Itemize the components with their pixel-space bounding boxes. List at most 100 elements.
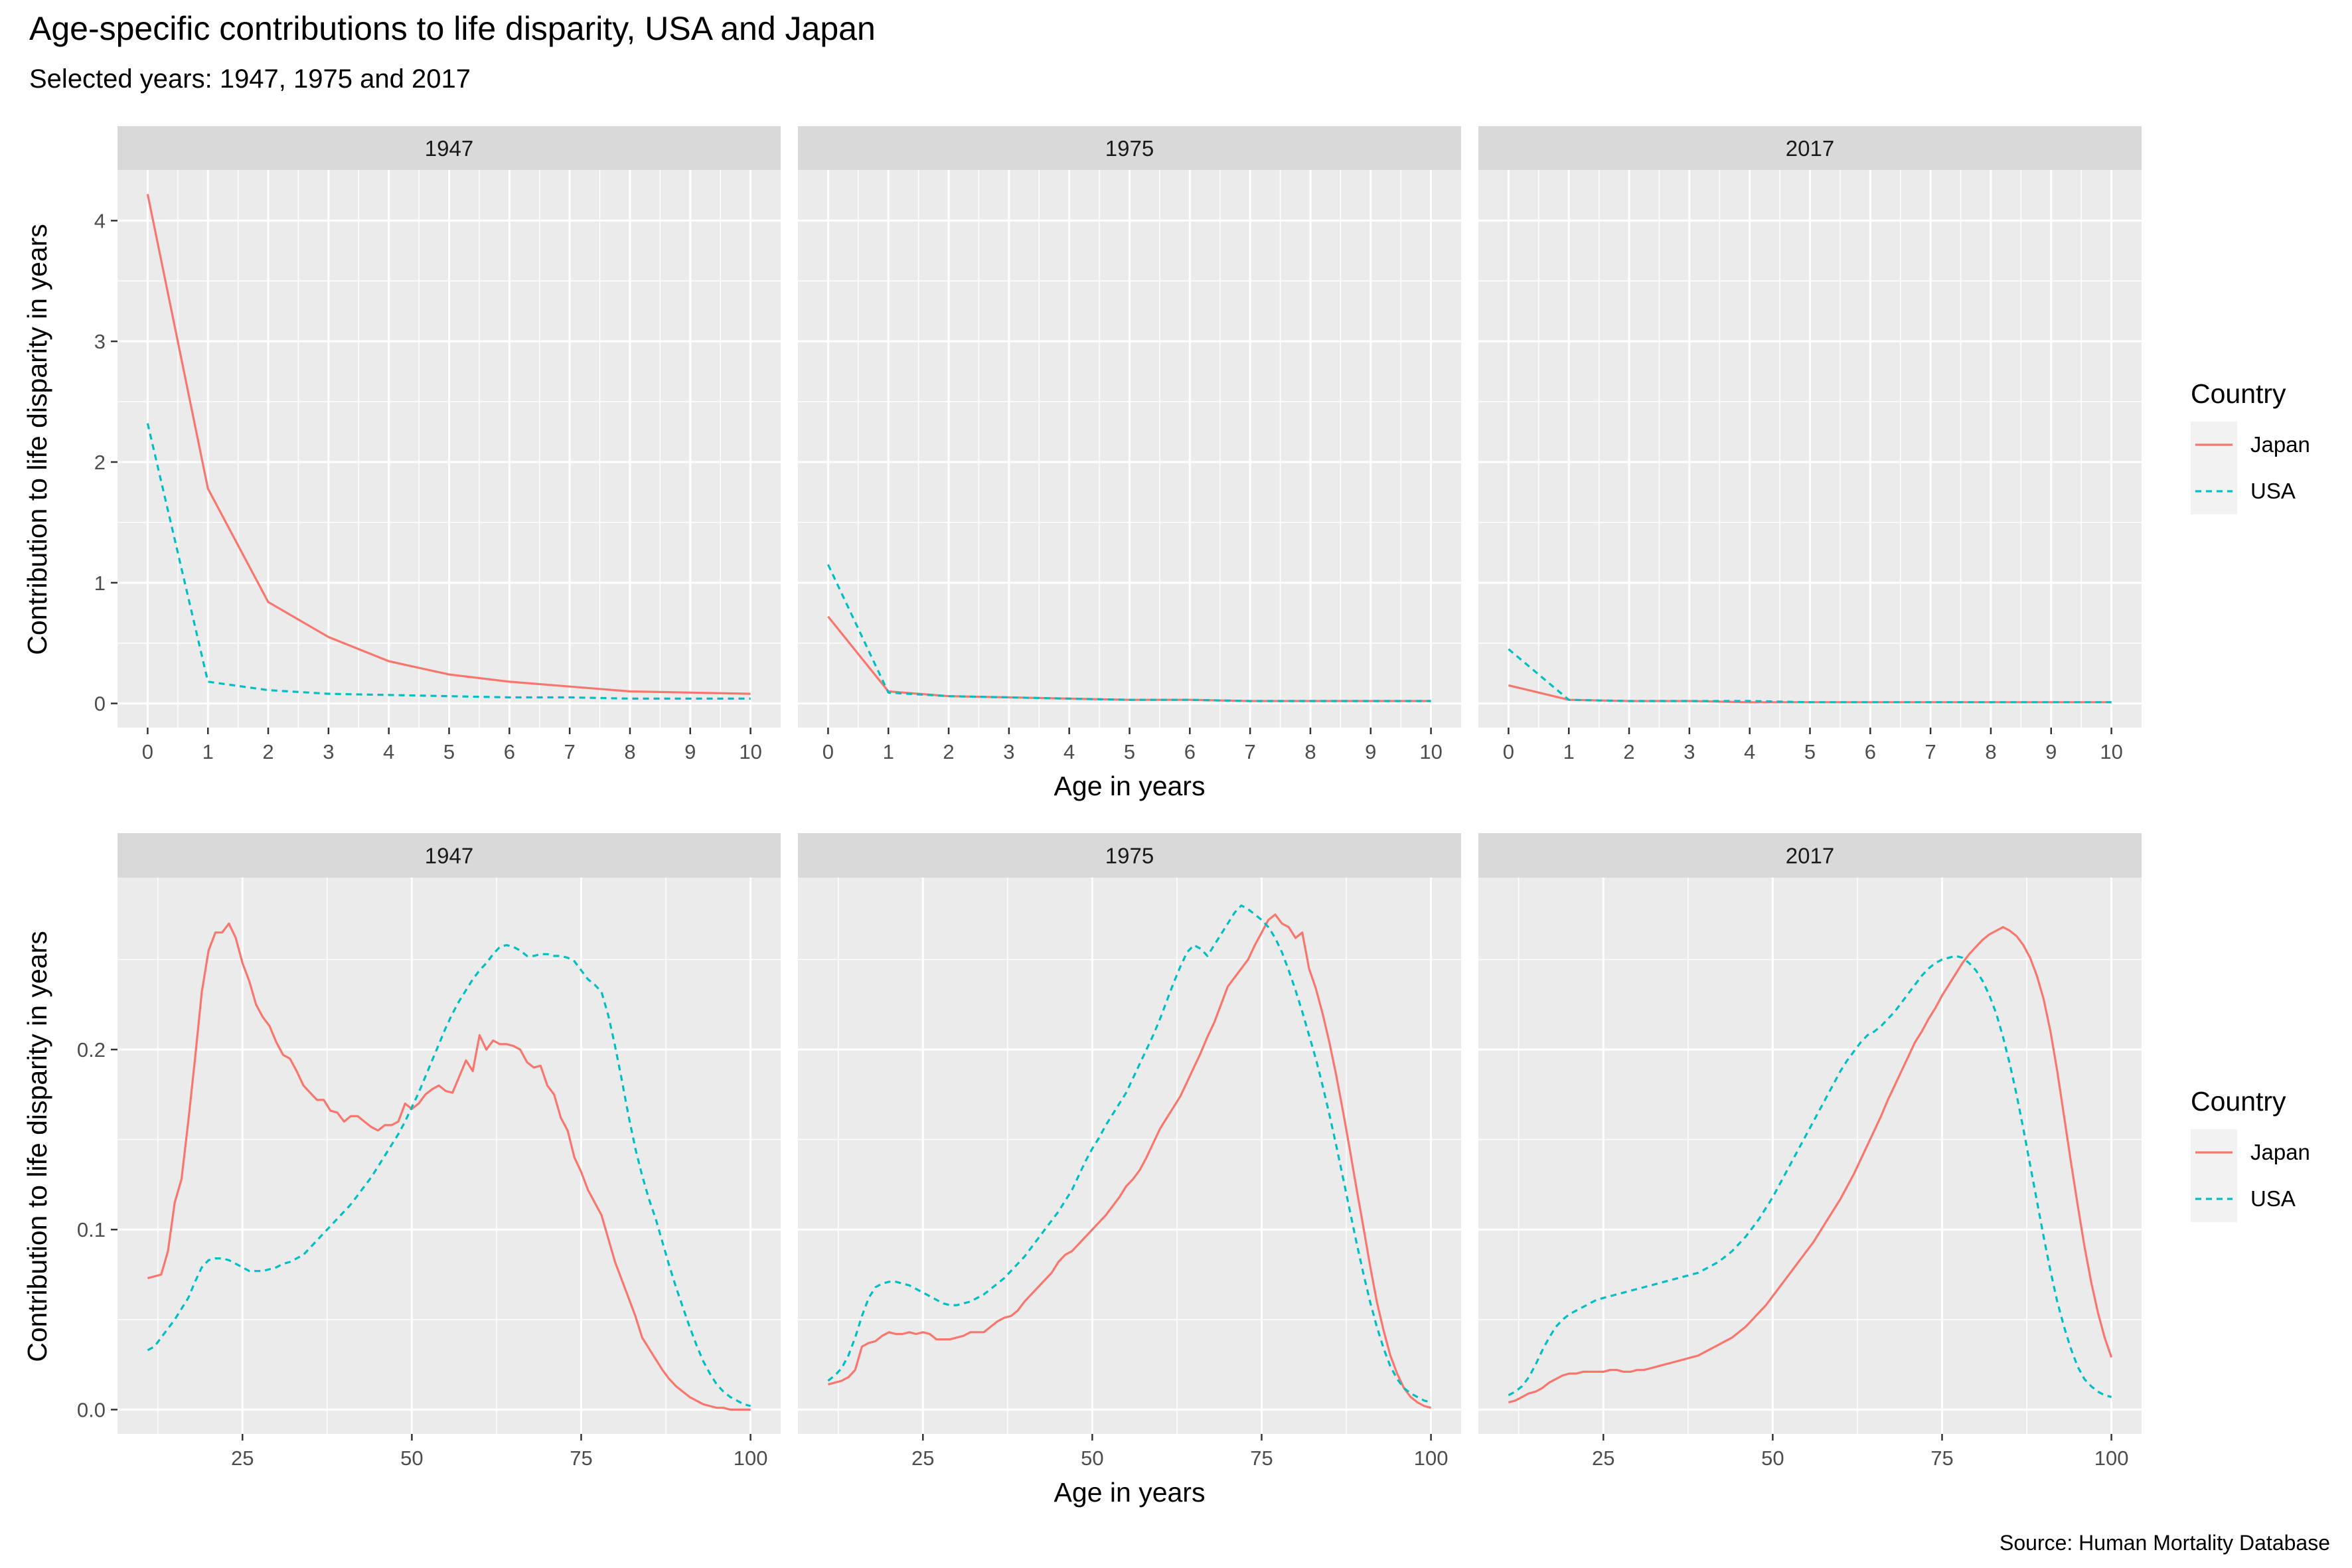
facet-strip (798, 126, 1461, 170)
gridlines (1478, 170, 2142, 728)
facet-strip (1478, 833, 2142, 878)
facet-strip-label: 1947 (425, 844, 473, 868)
x-tick-label: 10 (739, 740, 761, 763)
y-tick-label: 0.0 (77, 1398, 106, 1421)
facet-strip-label: 2017 (1786, 844, 1834, 868)
y-axis-title: Contribution to life disparity in years (22, 931, 52, 1362)
x-tick-label: 50 (1081, 1447, 1103, 1470)
panel-bottom-1975: 1975 25 50 75 100 (798, 833, 1461, 1470)
series-line-usa (1508, 955, 2112, 1398)
x-tick-label: 9 (2045, 740, 2057, 763)
x-tick-label: 6 (504, 740, 515, 763)
x-tick-label: 9 (684, 740, 696, 763)
caption: Source: Human Mortality Database (1999, 1531, 2330, 1555)
facet-strip-label: 1975 (1105, 844, 1154, 868)
x-tick-label: 25 (231, 1447, 254, 1470)
series-line-japan (146, 194, 751, 695)
x-tick-label: 75 (570, 1447, 592, 1470)
y-tick-label: 0 (94, 692, 106, 716)
x-tick-label: 100 (734, 1447, 768, 1470)
y-tick-label: 0.1 (77, 1218, 106, 1241)
facet-strip-label: 1975 (1105, 136, 1154, 161)
series-line-usa (827, 904, 1432, 1404)
legends: Country Japan USA Country Japan USA (2191, 378, 2310, 1222)
x-tick-label: 6 (1865, 740, 1876, 763)
legend-bottom: Country Japan USA (2191, 1086, 2310, 1222)
series-line-japan (827, 913, 1432, 1409)
y-tick-label: 3 (94, 330, 106, 353)
panel-top-1975: 1975 0 1 2 3 4 5 6 7 8 9 10 (798, 126, 1461, 763)
x-tick-label: 1 (883, 740, 894, 763)
x-tick-label: 4 (383, 740, 394, 763)
panel-top-2017: 2017 0 1 2 3 4 5 6 7 8 9 10 (1478, 126, 2142, 763)
x-tick-label: 3 (323, 740, 334, 763)
legend-label: USA (2250, 1186, 2296, 1211)
legend-top: Country Japan USA (2191, 378, 2310, 514)
panel-background (798, 878, 1461, 1434)
y-tick-label: 1 (94, 572, 106, 595)
x-tick-label: 6 (1184, 740, 1196, 763)
facet-strip-label: 2017 (1786, 136, 1834, 161)
x-tick-label: 1 (202, 740, 214, 763)
y-tick-label: 4 (94, 209, 106, 232)
x-tick-label: 25 (1592, 1447, 1614, 1470)
series-line-usa (1508, 648, 2112, 704)
facet-strip (1478, 126, 2142, 170)
x-tick-label: 5 (1124, 740, 1135, 763)
x-tick-label: 10 (1419, 740, 1442, 763)
x-tick-label: 2 (262, 740, 274, 763)
series-line-usa (147, 944, 751, 1407)
x-tick-label: 8 (624, 740, 635, 763)
x-tick-label: 50 (1761, 1447, 1784, 1470)
series-line-japan (147, 922, 751, 1411)
gridlines (1478, 878, 2142, 1434)
panel-background (118, 878, 781, 1434)
x-axis-title: Age in years (1054, 1477, 1206, 1508)
legend-title: Country (2191, 378, 2286, 409)
x-tick-label: 7 (1925, 740, 1936, 763)
legend-label: USA (2250, 479, 2296, 503)
x-tick-label: 7 (564, 740, 576, 763)
x-tick-label: 5 (443, 740, 455, 763)
x-tick-label: 75 (1250, 1447, 1273, 1470)
panel-background (1478, 878, 2142, 1434)
x-tick-label: 3 (1684, 740, 1695, 763)
chart-subtitle: Selected years: 1947, 1975 and 2017 (29, 64, 471, 94)
x-tick-label: 2 (943, 740, 954, 763)
x-tick-label: 4 (1063, 740, 1075, 763)
y-tick-label: 2 (94, 451, 106, 474)
gridlines (118, 170, 781, 728)
facet-strip (798, 833, 1461, 878)
legend-label: Japan (2250, 1140, 2310, 1164)
x-tick-label: 5 (1804, 740, 1816, 763)
x-tick-label: 10 (2100, 740, 2122, 763)
facet-strip-label: 1947 (425, 136, 473, 161)
legend-title: Country (2191, 1086, 2286, 1117)
x-tick-label: 2 (1623, 740, 1634, 763)
x-tick-label: 1 (1563, 740, 1575, 763)
series-line-usa (826, 564, 1431, 702)
x-tick-label: 25 (911, 1447, 934, 1470)
x-tick-label: 50 (400, 1447, 423, 1470)
x-tick-label: 7 (1245, 740, 1256, 763)
gridlines (798, 878, 1461, 1434)
x-axis-title: Age in years (1054, 771, 1206, 801)
panel-bottom-2017: 2017 25 50 75 100 (1478, 833, 2142, 1470)
x-tick-label: 0 (1503, 740, 1514, 763)
x-tick-label: 9 (1365, 740, 1376, 763)
x-tick-label: 100 (2094, 1447, 2129, 1470)
facet-strip (118, 833, 781, 878)
x-tick-label: 3 (1003, 740, 1014, 763)
x-tick-label: 75 (1930, 1447, 1953, 1470)
x-tick-label: 8 (1985, 740, 1996, 763)
panel-top-1947: 1947 0 1 2 3 4 5 6 7 8 9 10 0 1 2 3 4 (94, 126, 781, 763)
facet-strip (118, 126, 781, 170)
y-axis-title: Contribution to life disparity in years (22, 224, 52, 655)
panel-bottom-1947: 1947 25 50 75 100 0.0 0.1 0.2 (77, 833, 781, 1470)
x-tick-label: 100 (1414, 1447, 1449, 1470)
x-tick-label: 0 (823, 740, 834, 763)
legend-label: Japan (2250, 432, 2310, 457)
x-tick-label: 8 (1304, 740, 1316, 763)
